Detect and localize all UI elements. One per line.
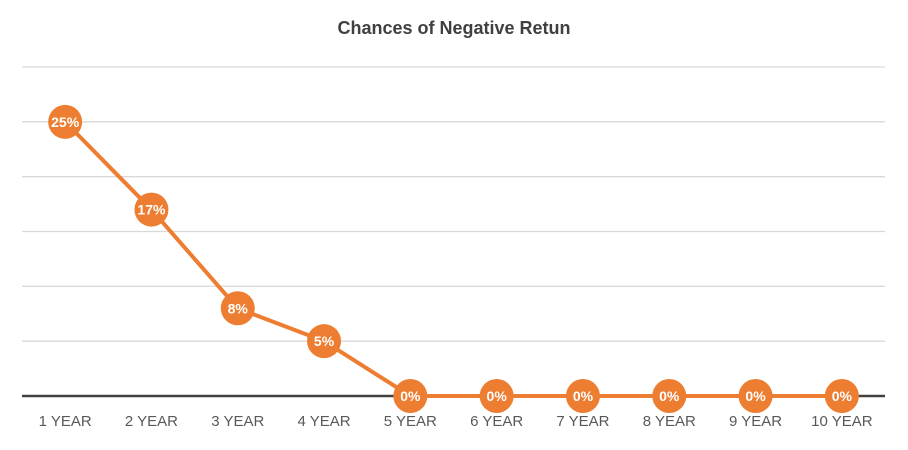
data-label: 0% [659,388,680,404]
data-point [479,379,514,413]
data-point [307,324,342,359]
data-label: 0% [832,388,853,404]
series-layer: 25% 17% 8% 5% 0% 0% 0% 0% 0% 0% [48,104,859,413]
x-tick-label: 10 YEAR [811,413,873,430]
x-axis-ticks: 1 YEAR 2 YEAR 3 YEAR 4 YEAR 5 YEAR 6 YEAR 7 YE… [39,413,873,430]
x-tick-label: 3 YEAR [211,413,264,430]
data-label: 8% [228,300,249,316]
data-label: 17% [137,202,166,218]
x-tick-label: 6 YEAR [470,413,523,430]
data-point [738,379,773,413]
x-tick-label: 8 YEAR [643,413,696,430]
data-point [48,104,83,139]
x-tick-label: 7 YEAR [556,413,609,430]
data-point [565,379,600,413]
data-label: 0% [400,388,421,404]
data-point [134,192,169,227]
data-label: 0% [745,388,766,404]
data-label: 0% [487,388,508,404]
x-tick-label: 4 YEAR [298,413,351,430]
data-point [393,379,428,413]
x-tick-label: 9 YEAR [729,413,782,430]
x-tick-label: 1 YEAR [39,413,92,430]
x-tick-label: 5 YEAR [384,413,437,430]
data-point [220,291,255,326]
data-label: 25% [51,114,80,130]
chart-title: Chances of Negative Retun [337,18,571,38]
gridlines [22,66,885,342]
series-line [63,120,842,398]
data-label: 0% [573,388,594,404]
x-tick-label: 2 YEAR [125,413,178,430]
data-point [824,379,859,413]
data-point [652,379,687,413]
data-label: 5% [314,333,335,349]
